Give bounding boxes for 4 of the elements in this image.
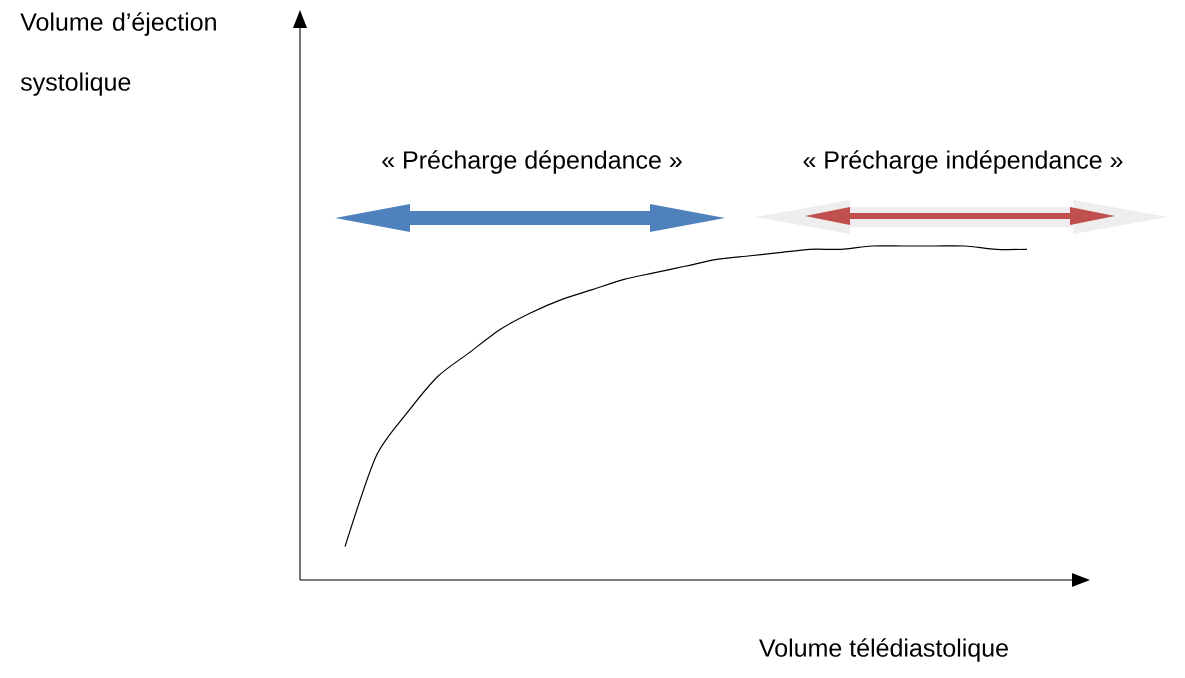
x-axis-title: Volume télédiastolique xyxy=(759,638,1008,662)
text: Volume d’éjection systolique xyxy=(20,12,216,96)
text: « Précharge indépendance » xyxy=(803,150,1123,174)
text: « Précharge dépendance » xyxy=(382,150,682,174)
